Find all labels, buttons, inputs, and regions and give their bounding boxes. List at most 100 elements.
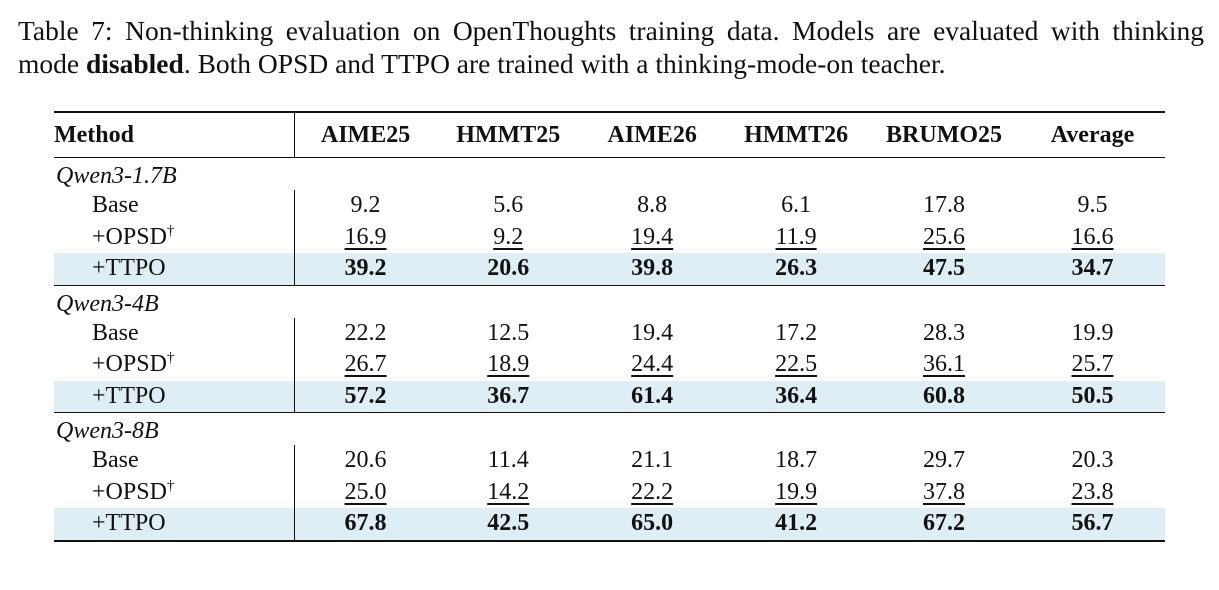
score-cell: 12.5 [436,318,580,350]
table-row: +OPSD† 25.0 14.2 22.2 19.9 37.8 23.8 [54,476,1165,509]
score-value: 11.9 [775,223,817,250]
score-value: 23.8 [1071,478,1114,505]
score-value: 37.8 [923,478,966,505]
caption-text-start: Table 7: Non-thinking evaluation on Open… [18,15,1204,79]
score-value: 22.5 [775,351,818,378]
score-cell: 28.3 [868,318,1020,350]
score-cell: 19.9 [724,477,868,509]
score-value: 47.5 [923,255,966,282]
table-row: +TTPO 67.8 42.5 65.0 41.2 67.2 56.7 [54,508,1165,541]
score-value: 41.2 [775,510,818,537]
score-value: 17.2 [775,319,818,346]
score-value: 9.5 [1077,192,1108,219]
score-value: 61.4 [631,382,674,409]
caption-bold-word: disabled [85,48,184,79]
method-cell: +TTPO [54,380,295,413]
table-row: +OPSD† 26.7 18.9 24.4 22.5 36.1 25.7 [54,349,1165,381]
score-cell: 6.1 [724,190,868,222]
score-cell: 61.4 [580,380,725,413]
method-cell: Base [54,445,295,477]
score-cell: 39.8 [580,253,725,285]
method-cell: +OPSD† [54,221,295,253]
score-value: 18.9 [487,351,530,378]
model-group-label: Qwen3-1.7B [56,163,177,189]
table-row: Base 20.6 11.4 21.1 18.7 29.7 20.3 [54,445,1165,477]
score-value: 39.2 [344,255,387,282]
score-value: 34.7 [1071,255,1114,282]
score-cell: 20.6 [436,253,581,285]
score-value: 24.4 [631,351,674,378]
score-cell: 8.8 [580,190,724,222]
method-name: +OPSD [92,351,167,378]
table-body: Qwen3-1.7B Base 9.2 5.6 8.8 6.1 17.8 9.5 +OPSD† 1… [54,158,1165,541]
header-method: Method [54,112,295,158]
method-cell: +TTPO [54,508,295,541]
score-cell: 22.5 [724,349,868,381]
score-cell: 57.2 [294,380,437,413]
group-row: Qwen3-8B [54,413,1165,446]
caption-text-end: . Both OPSD and TTPO are trained with a … [183,48,946,79]
score-cell: 19.9 [1020,318,1165,350]
score-value: 60.8 [923,382,966,409]
score-cell: 42.5 [436,508,581,541]
score-value: 67.8 [344,510,387,537]
score-value: 5.6 [493,192,524,219]
score-cell: 5.6 [436,190,580,222]
model-group-label: Qwen3-4B [56,290,159,317]
score-cell: 26.3 [724,253,869,285]
score-value: 20.6 [344,447,387,474]
score-value: 25.6 [923,223,966,250]
score-cell: 17.2 [724,318,868,350]
score-cell: 18.9 [436,349,580,381]
header-hmmt26: HMMT26 [744,121,849,148]
header-brumo25: BRUMO25 [886,121,1003,148]
score-cell: 9.5 [1020,190,1165,222]
table-row: Base 9.2 5.6 8.8 6.1 17.8 9.5 [54,190,1165,222]
model-group-label: Qwen3-8B [56,418,159,444]
method-name: +OPSD [92,478,167,505]
method-name: +TTPO [92,510,166,537]
score-cell: 67.2 [868,508,1021,541]
score-cell: 34.7 [1020,253,1165,285]
score-value: 26.7 [344,351,387,378]
score-cell: 25.0 [294,477,436,509]
header-aime25: AIME25 [320,121,411,148]
score-cell: 24.4 [580,349,724,381]
score-cell: 17.8 [868,190,1020,222]
header-aime26: AIME26 [607,121,697,148]
score-value: 19.4 [631,319,674,346]
table-row: +TTPO 57.2 36.7 61.4 36.4 60.8 50.5 [54,380,1165,413]
score-value: 36.1 [923,351,966,378]
results-table: Method AIME25 HMMT25 AIME26 HMMT26 BRUMO… [54,111,1165,542]
table-caption: Table 7: Non-thinking evaluation on Open… [18,14,1204,80]
dagger-mark: † [166,222,175,239]
score-cell: 26.7 [294,349,436,381]
score-value: 19.4 [631,223,674,250]
score-cell: 16.6 [1020,222,1165,254]
score-value: 25.7 [1071,351,1114,378]
score-value: 36.7 [487,382,530,409]
score-cell: 37.8 [868,477,1020,509]
score-cell: 9.2 [436,222,580,254]
dagger-mark: † [166,477,175,494]
score-cell: 39.2 [294,253,437,285]
score-value: 36.4 [775,382,818,409]
method-name: +TTPO [92,255,166,282]
score-cell: 14.2 [436,477,580,509]
method-cell: +TTPO [54,253,295,285]
method-name: +OPSD [92,223,167,250]
score-cell: 50.5 [1020,380,1165,413]
score-cell: 19.4 [580,222,724,254]
score-cell: 11.4 [436,445,580,477]
method-name: Base [92,319,139,346]
score-cell: 56.7 [1020,508,1165,541]
score-cell: 23.8 [1020,477,1165,509]
score-cell: 19.4 [580,318,724,350]
score-cell: 16.9 [294,222,436,254]
header-average: Average [1050,121,1135,148]
table-header: Method AIME25 HMMT25 AIME26 HMMT26 BRUMO… [54,112,1165,158]
score-value: 19.9 [775,478,818,505]
score-cell: 36.4 [724,380,869,413]
table-row: Base 22.2 12.5 19.4 17.2 28.3 19.9 [54,317,1165,350]
dagger-mark: † [166,350,175,367]
